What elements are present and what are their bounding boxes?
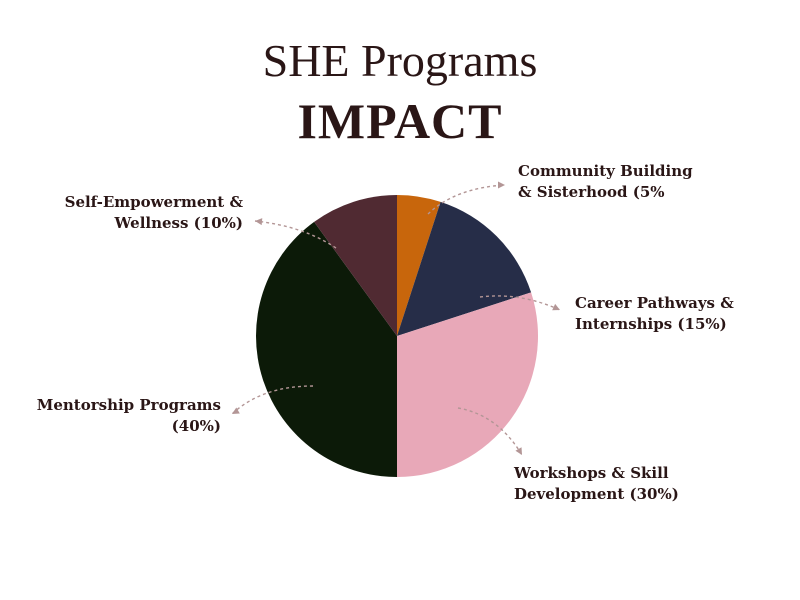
slice-label-5: Self-Empowerment & Wellness (10%) <box>65 193 244 232</box>
slice-label-line: & Sisterhood (5% <box>518 183 665 201</box>
leader-line-2 <box>479 295 561 311</box>
slice-label-1: Community Building & Sisterhood (5% <box>518 162 693 201</box>
chart-title: SHE Programs <box>262 35 538 86</box>
slice-label-line: Workshops & Skill <box>513 464 669 482</box>
leader-line-1 <box>427 184 506 215</box>
slice-label-line: Wellness (10%) <box>114 214 243 232</box>
slice-label-line: Career Pathways & <box>575 294 734 312</box>
slice-label-line: Development (30%) <box>514 485 679 503</box>
chart-subtitle: IMPACT <box>297 93 503 149</box>
slice-label-line: Mentorship Programs <box>37 396 221 414</box>
slice-label-4: Mentorship Programs (40%) <box>37 396 221 435</box>
leader-line-5 <box>254 220 337 249</box>
leader-arrow-2 <box>552 303 560 311</box>
leader-line-3 <box>457 407 523 456</box>
leader-line-4 <box>231 385 314 415</box>
slice-label-line: Self-Empowerment & <box>65 193 244 211</box>
slice-label-3: Workshops & Skill Development (30%) <box>513 464 679 503</box>
pie-slice-2 <box>397 201 532 336</box>
slice-label-2: Career Pathways & Internships (15%) <box>575 294 734 333</box>
pie-slice-4 <box>256 221 397 477</box>
pie-slice-5 <box>314 195 397 336</box>
leader-arrow-5 <box>255 218 263 226</box>
slice-label-line: (40%) <box>172 417 221 435</box>
leader-arrow-1 <box>498 181 505 189</box>
slice-label-line: Community Building <box>518 162 693 180</box>
pie-slice-3 <box>397 292 538 477</box>
leader-arrow-3 <box>515 447 522 455</box>
pie-slice-1 <box>397 195 441 336</box>
slice-label-line: Internships (15%) <box>575 315 727 333</box>
leader-arrow-4 <box>232 407 240 414</box>
